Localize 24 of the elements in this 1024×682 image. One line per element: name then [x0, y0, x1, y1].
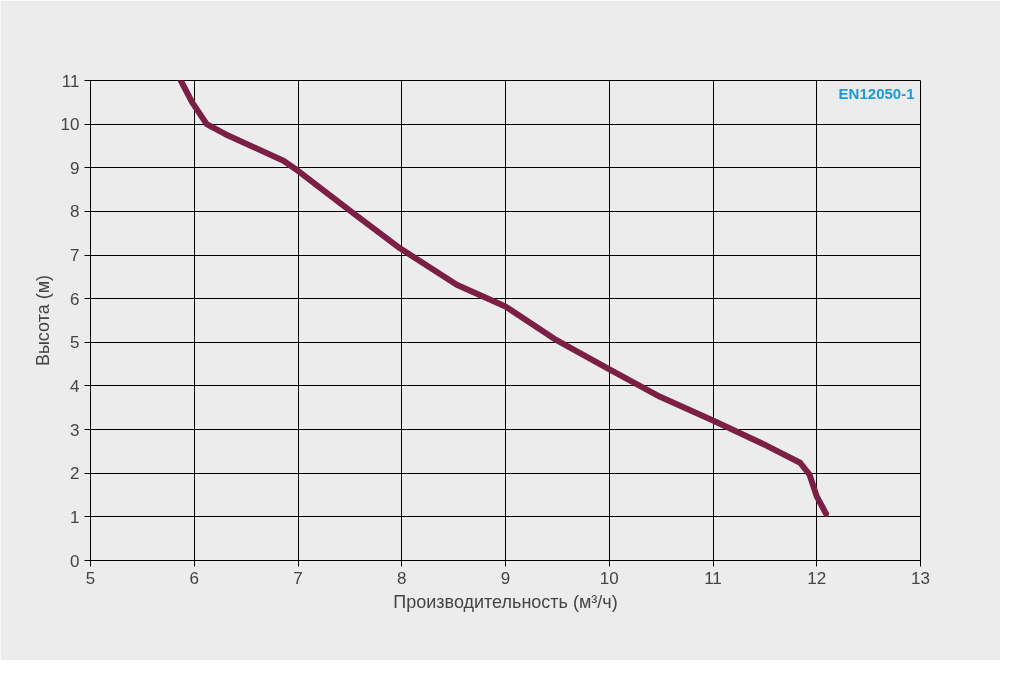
- y-tick-label: 2: [70, 464, 80, 484]
- y-tick-label: 5: [70, 333, 80, 353]
- y-tick-label: 11: [61, 71, 80, 91]
- x-tick-label: 8: [397, 568, 407, 588]
- y-tick-label: 6: [70, 289, 80, 309]
- annotation: EN12050-1: [838, 84, 915, 102]
- y-tick-label: 9: [70, 158, 80, 178]
- y-tick-label: 3: [70, 420, 80, 440]
- y-tick-label: 4: [70, 376, 80, 396]
- y-tick-label: 8: [70, 202, 80, 222]
- x-axis-title: Производительность (м³/ч): [393, 591, 618, 612]
- x-tick-label: 6: [189, 568, 199, 588]
- x-tick-label: 9: [500, 568, 511, 588]
- x-tick-label: 13: [911, 568, 930, 588]
- x-tick-label: 7: [293, 568, 303, 588]
- y-tick-label: 0: [70, 551, 80, 571]
- y-tick-label: 7: [70, 246, 80, 266]
- x-tick-label: 10: [599, 568, 619, 588]
- x-tick-label: 11: [704, 568, 722, 588]
- x-tick-label: 12: [807, 568, 827, 588]
- y-tick-label: 1: [70, 507, 80, 527]
- y-axis-title: Высота (м): [32, 274, 53, 367]
- y-tick-label: 10: [60, 115, 80, 135]
- x-tick-label: 5: [85, 568, 96, 588]
